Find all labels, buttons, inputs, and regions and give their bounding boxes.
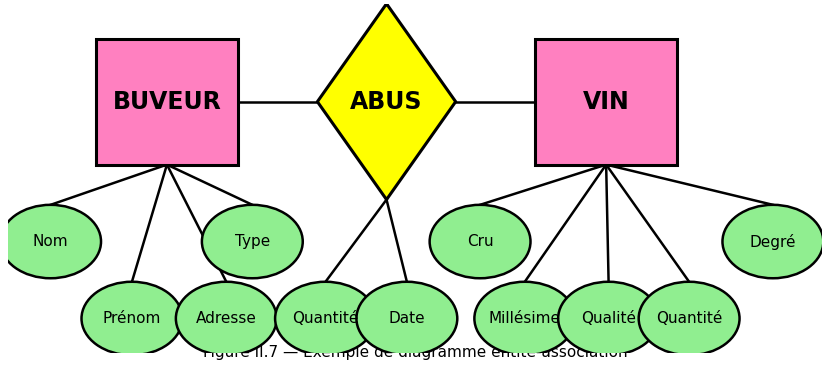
Ellipse shape bbox=[475, 282, 575, 355]
Text: Quantité: Quantité bbox=[656, 311, 722, 326]
Ellipse shape bbox=[558, 282, 659, 355]
Text: Nom: Nom bbox=[32, 234, 68, 249]
Text: Cru: Cru bbox=[466, 234, 493, 249]
Text: Quantité: Quantité bbox=[292, 311, 359, 326]
Ellipse shape bbox=[430, 205, 530, 278]
Ellipse shape bbox=[639, 282, 740, 355]
Text: Date: Date bbox=[388, 311, 425, 326]
Ellipse shape bbox=[176, 282, 276, 355]
Ellipse shape bbox=[356, 282, 457, 355]
FancyBboxPatch shape bbox=[95, 39, 238, 165]
Ellipse shape bbox=[275, 282, 376, 355]
FancyBboxPatch shape bbox=[535, 39, 677, 165]
Text: Adresse: Adresse bbox=[196, 311, 256, 326]
Text: Degré: Degré bbox=[749, 233, 796, 250]
Text: Qualité: Qualité bbox=[581, 311, 636, 326]
Text: VIN: VIN bbox=[583, 89, 629, 114]
Text: Millésime: Millésime bbox=[489, 311, 561, 326]
Text: Prénom: Prénom bbox=[103, 311, 161, 326]
Text: Figure II.7 — Exemple de diagramme entité-association: Figure II.7 — Exemple de diagramme entit… bbox=[203, 344, 627, 361]
Ellipse shape bbox=[0, 205, 101, 278]
Text: Type: Type bbox=[235, 234, 270, 249]
Polygon shape bbox=[317, 4, 456, 200]
Text: BUVEUR: BUVEUR bbox=[113, 89, 222, 114]
Ellipse shape bbox=[81, 282, 183, 355]
Text: ABUS: ABUS bbox=[350, 89, 422, 114]
Ellipse shape bbox=[722, 205, 823, 278]
Ellipse shape bbox=[202, 205, 303, 278]
